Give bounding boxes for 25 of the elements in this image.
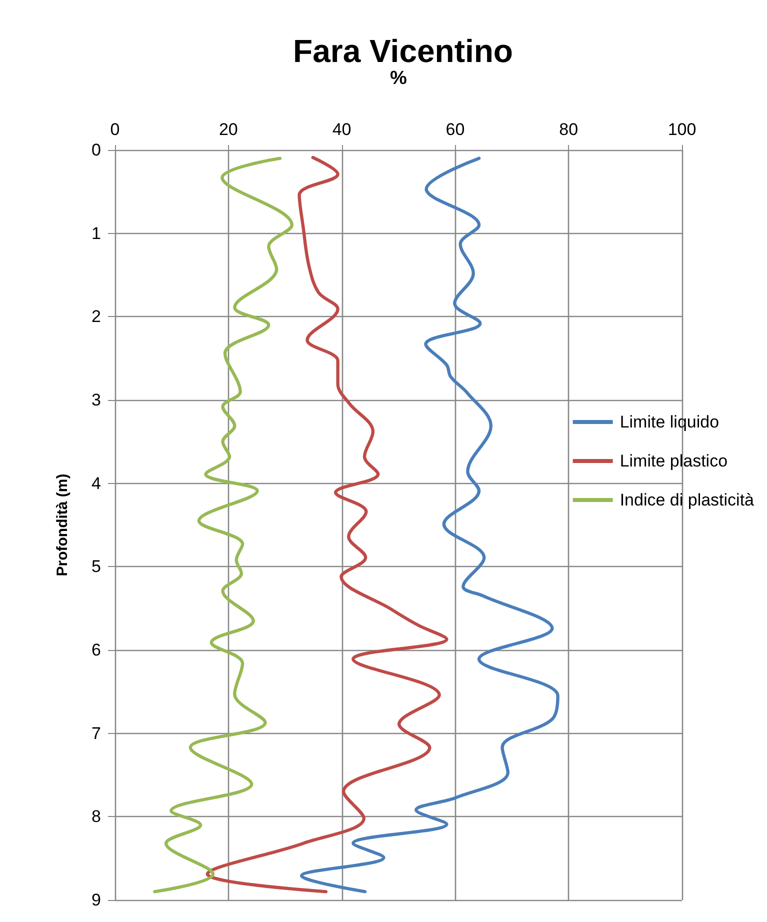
legend-label: Indice di plasticità	[620, 490, 755, 510]
line-series	[206, 156, 448, 894]
y-tick-label: 9	[92, 890, 101, 910]
y-tick-label: 4	[92, 474, 101, 493]
y-tick-label: 0	[92, 140, 101, 160]
y-tick-label: 6	[92, 640, 101, 660]
x-axis-title: %	[390, 68, 408, 89]
legend-label: Limite plastico	[620, 452, 728, 470]
x-tick-label: 80	[559, 120, 578, 139]
y-tick-label: 5	[92, 557, 101, 576]
x-tick-label: 40	[332, 120, 352, 139]
x-tick-label: 60	[446, 120, 465, 139]
x-tick-label: 100	[668, 120, 696, 139]
line-series	[153, 156, 294, 894]
y-tick-label: 2	[92, 307, 101, 326]
legend-label: Limite liquido	[620, 412, 720, 432]
y-tick-label: 8	[92, 807, 101, 826]
y-axis-title: Profondità (m)	[54, 474, 71, 576]
x-tick-label: 20	[218, 120, 238, 139]
y-tick-label: 1	[92, 224, 101, 243]
y-tick-label: 7	[92, 724, 101, 743]
y-tick-label: 3	[92, 390, 101, 410]
x-tick-label: 0	[110, 120, 120, 139]
line-series	[300, 156, 560, 894]
chart-title: Fara Vicentino	[293, 33, 513, 69]
